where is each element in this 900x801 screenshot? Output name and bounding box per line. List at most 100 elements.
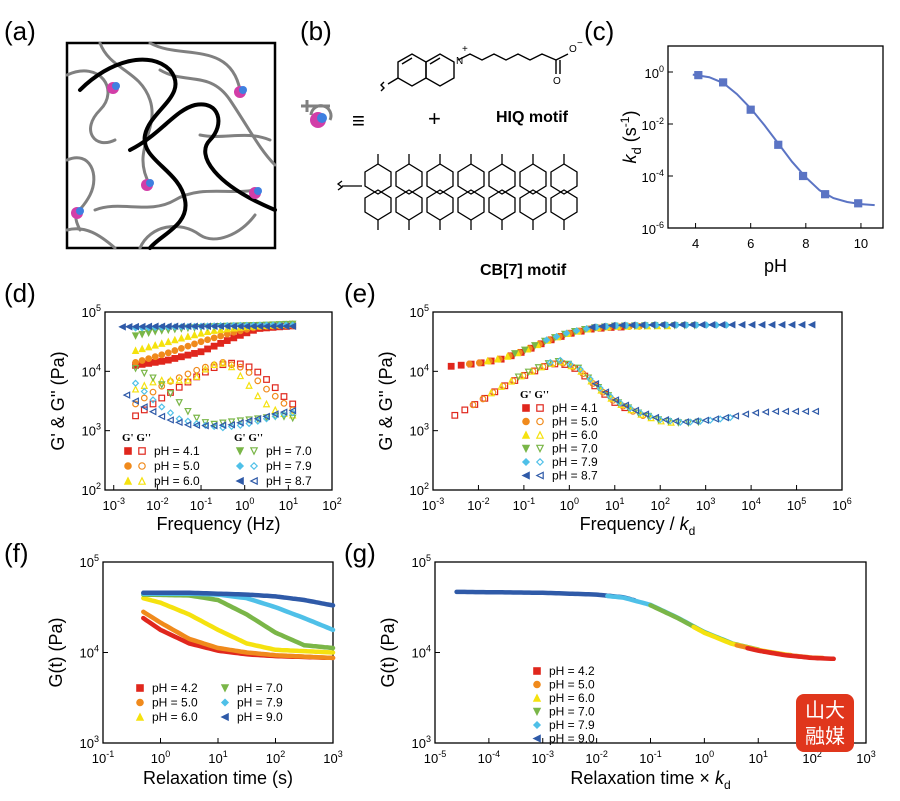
carboxylate-charge: −: [577, 38, 583, 49]
loss-modulus-point: [149, 374, 157, 383]
legend-label: pH = 4.1: [552, 401, 598, 415]
storage-modulus-point: [164, 349, 172, 357]
legend-label: pH = 9.0: [237, 710, 283, 724]
loss-modulus-point: [254, 368, 262, 376]
x-tick-label: 106: [832, 496, 851, 513]
storage-modulus-point: [151, 358, 159, 366]
loss-modulus-point: [166, 416, 174, 424]
legend-label: pH = 7.9: [266, 459, 312, 473]
panel-label-g: (g): [344, 538, 376, 568]
storage-modulus-point: [483, 356, 492, 365]
cb7-glycoluril-bottom: [364, 189, 392, 221]
x-axis-label: Frequency / kd: [580, 514, 696, 538]
chart-g-relaxation-master: 10-5 10-4 10-3 10-2 10-1 100 101 102 103 103 104 10…: [378, 553, 876, 792]
loss-modulus-point: [228, 361, 235, 369]
storage-modulus-point: [562, 329, 571, 337]
loss-modulus-point: [218, 421, 227, 429]
storage-modulus-point: [493, 354, 502, 363]
legend-marker-open: [137, 476, 147, 485]
fit-curve: [692, 73, 875, 207]
y-axis-label: G' & G'' (Pa): [48, 351, 68, 450]
x-axis-label: Frequency (Hz): [156, 514, 280, 534]
loss-modulus-point: [183, 420, 192, 429]
storage-modulus-point: [637, 321, 646, 329]
loss-modulus-point: [131, 364, 140, 373]
legend-marker-filled: [136, 684, 144, 692]
legend-marker-filled: [124, 447, 132, 455]
loss-modulus-point: [236, 418, 244, 427]
loss-modulus-point: [751, 409, 760, 417]
loss-modulus-point: [254, 415, 262, 423]
loss-modulus-point: [157, 412, 166, 421]
loss-modulus-point: [288, 406, 297, 415]
loss-modulus-point: [701, 416, 710, 425]
loss-modulus-point: [253, 415, 262, 423]
cb7-glycoluril-bottom: [519, 189, 547, 221]
x-tick-label: 10: [854, 236, 868, 251]
loss-modulus-point: [254, 377, 262, 385]
loss-modulus-point: [263, 376, 270, 383]
storage-modulus-point: [145, 355, 153, 363]
crosslink-nodes: [71, 82, 262, 219]
legend-marker-filled: [123, 476, 133, 485]
legend-marker-filled: [521, 471, 530, 480]
storage-modulus-point: [767, 320, 776, 329]
legend-label: pH = 7.0: [549, 705, 595, 719]
storage-modulus-point: [197, 348, 205, 356]
loss-modulus-point: [201, 421, 209, 430]
storage-modulus-point: [677, 320, 686, 329]
x-tick-label: 102: [802, 749, 821, 766]
data-point: [774, 140, 783, 149]
legend-marker-filled: [235, 461, 245, 471]
legend-marker-filled: [521, 457, 531, 467]
loss-modulus-point: [175, 374, 183, 382]
loss-modulus-point: [262, 399, 271, 408]
legend-label: pH = 7.0: [552, 442, 598, 456]
loss-modulus-point: [157, 381, 166, 389]
data-point: [798, 171, 808, 181]
x-tick-label: 10-1: [92, 749, 114, 766]
legend-marker-filled: [135, 712, 145, 721]
storage-modulus-point: [503, 352, 512, 360]
loss-modulus-point: [566, 360, 574, 368]
loss-modulus-point: [651, 413, 660, 422]
x-tick-label: 103: [696, 496, 715, 513]
loss-modulus-point: [210, 360, 218, 369]
loss-modulus-point: [289, 409, 297, 417]
legend-marker-filled: [522, 404, 530, 412]
storage-modulus-point: [707, 320, 716, 329]
legend-header: G' G'': [520, 389, 549, 401]
loss-modulus-point: [591, 380, 600, 388]
x-axis-label: Relaxation time × kd: [570, 768, 730, 792]
loss-modulus-point: [219, 424, 227, 432]
loss-modulus-point: [254, 391, 262, 400]
loss-modulus-point: [601, 388, 610, 396]
storage-modulus-point: [138, 357, 146, 364]
storage-modulus-point: [204, 345, 211, 353]
loss-modulus-point: [271, 384, 279, 392]
loss-modulus-point: [158, 403, 166, 411]
storage-modulus-point: [217, 332, 225, 340]
hiq-charge: +: [462, 44, 468, 55]
storage-modulus-point: [777, 320, 786, 329]
y-tick-label: 104: [410, 362, 429, 379]
legend-marker-filled: [532, 734, 541, 743]
loss-modulus-point: [202, 363, 209, 371]
loss-modulus-point: [576, 365, 584, 373]
y-tick-label: 105: [80, 553, 99, 570]
storage-modulus-point: [151, 341, 159, 349]
x-tick-label: 10-2: [467, 496, 489, 513]
storage-modulus-point: [131, 346, 140, 354]
y-tick-label: 103: [80, 734, 99, 751]
legend-label: pH = 7.9: [237, 696, 283, 710]
legend-label: pH = 5.0: [154, 459, 200, 473]
x-tick-label: 100: [695, 749, 714, 766]
loss-modulus-point: [596, 384, 604, 392]
legend-marker-filled: [532, 707, 542, 717]
loss-modulus-point: [621, 401, 630, 409]
x-tick-label: 10-4: [478, 749, 500, 766]
y-axis-label: G(t) (Pa): [378, 618, 398, 688]
relaxation-curve: [141, 595, 336, 655]
legend-label: pH = 5.0: [549, 678, 595, 692]
x-axis-label: pH: [764, 256, 787, 276]
